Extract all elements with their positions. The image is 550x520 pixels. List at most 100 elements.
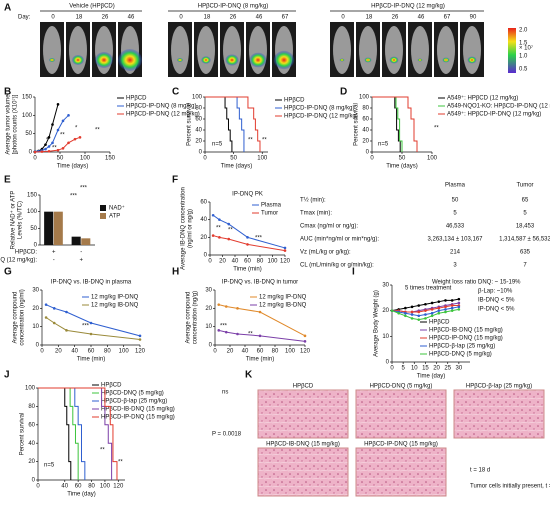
y-tick-label: 20 <box>200 235 207 241</box>
annotation: Weight loss ratio <box>432 280 477 286</box>
point <box>444 308 447 311</box>
series-line <box>205 96 261 152</box>
y-tick-label: 100 <box>359 95 370 101</box>
condition-mark: + <box>79 258 83 264</box>
bar <box>71 236 81 245</box>
bar <box>44 211 54 245</box>
point <box>417 310 421 314</box>
table-cell: 65 <box>522 198 529 204</box>
x-tick-label: 0 <box>370 156 374 162</box>
y-axis-label: Relative NAD⁺ or ATP <box>10 191 17 250</box>
point <box>217 303 221 306</box>
legend-swatch <box>100 213 106 219</box>
annotation: * <box>46 138 49 144</box>
x-tick-label: 100 <box>267 259 278 265</box>
series-line <box>38 387 86 480</box>
bar <box>53 211 63 245</box>
point <box>40 150 44 153</box>
day-label: Day: <box>18 15 31 21</box>
mouse <box>171 26 189 74</box>
point <box>47 149 51 153</box>
y-tick-label: 60 <box>200 200 207 206</box>
y-tick-label: 60 <box>362 117 369 123</box>
point <box>258 334 262 338</box>
annotation: ** <box>100 448 105 454</box>
y-tick-label: 60 <box>28 422 35 428</box>
point <box>138 338 142 341</box>
y-tick-label: 0 <box>29 150 33 156</box>
point <box>457 301 461 305</box>
mouse <box>69 26 87 74</box>
legend-label: Tumor <box>261 211 278 217</box>
legend-label: HPβCD-IP-DNQ (15 mg/kg) <box>429 336 503 342</box>
mouse <box>43 26 61 74</box>
chart-title: IP-DNQ vs. IB-DNQ in plasma <box>51 280 132 286</box>
table-row-label: AUC (min*ng/ml or min*ng/g): <box>300 237 379 243</box>
point <box>224 330 228 334</box>
panel-label: G <box>4 267 12 278</box>
y-tick-label: 40 <box>28 441 35 447</box>
signal <box>177 58 183 62</box>
colorbar-tick: 1.5 <box>519 41 528 47</box>
day: 46 <box>128 15 135 21</box>
histology-image <box>257 389 349 439</box>
point <box>51 123 54 126</box>
legend-label: 12 mg/kg IP-DNQ <box>259 295 307 301</box>
point <box>246 236 249 239</box>
x-tick-label: 40 <box>71 349 78 355</box>
panel-label: B <box>4 87 11 98</box>
legend-label: HPβCD-β-lap (25 mg/kg) <box>101 399 167 405</box>
series-line <box>38 387 72 480</box>
chart-title: IP-DNQ vs. IB-DNQ in tumor <box>222 280 298 286</box>
y-tick-label: 0 <box>204 253 208 259</box>
group-title: Vehicle (HPβCD) <box>69 4 114 10</box>
colorbar-tick: 0.5 <box>519 67 528 73</box>
x-tick-label: 50 <box>399 156 406 162</box>
legend-label: HPβCD-IP-DNQ (8 mg/kg) <box>284 106 354 112</box>
group-title: HPβCD-IP-DNQ (8 mg/kg) <box>198 4 268 10</box>
point <box>44 143 47 146</box>
x-tick-label: 50 <box>230 156 237 162</box>
y-tick-label: 100 <box>22 113 33 119</box>
point <box>227 222 231 226</box>
legend-swatch <box>100 205 106 211</box>
legend-label: ATP <box>109 214 120 220</box>
x-tick-label: 0 <box>40 349 44 355</box>
y-tick-label: 50 <box>25 131 32 137</box>
point <box>218 236 221 239</box>
table-cell: 18,453 <box>516 224 535 230</box>
table-cell: 50 <box>452 198 459 204</box>
point <box>444 299 447 302</box>
x-tick-label: 0 <box>213 349 217 355</box>
point <box>67 141 70 145</box>
condition-mark: - <box>80 250 82 256</box>
day: 90 <box>470 15 477 21</box>
legend-label: A549⁺: HPβCD (12 mg/kg) <box>447 95 518 102</box>
annotation: * <box>75 126 78 132</box>
condition-name: HPβCD: <box>15 250 37 256</box>
point <box>236 307 239 310</box>
point <box>56 148 60 152</box>
y-tick-label: 20 <box>32 306 39 312</box>
point <box>224 305 228 308</box>
image-title: HPβCD-β-lap (25 mg/kg) <box>466 384 532 390</box>
table-cell: 5 <box>523 211 527 217</box>
annotation: ** <box>248 332 253 338</box>
histology-image <box>453 389 545 439</box>
annotation: n=5 <box>212 142 223 148</box>
legend-label: HPβCD-β-lap (25 mg/kg) <box>429 344 495 350</box>
point <box>47 145 51 148</box>
series-line <box>205 96 245 152</box>
y-tick-label: 60 <box>195 117 202 123</box>
x-axis-label: Time (min) <box>77 357 105 363</box>
x-tick-label: 150 <box>105 156 116 162</box>
point <box>404 306 407 310</box>
point <box>437 306 441 310</box>
day: 46 <box>256 15 263 21</box>
x-tick-label: 80 <box>88 484 95 490</box>
signal <box>201 56 211 64</box>
legend-label: HPβCD-IP-DNQ (12 mg/kg) <box>126 112 200 118</box>
x-tick-label: 60 <box>88 349 95 355</box>
table-row-label: Cmax (ng/ml or ng/g): <box>300 224 358 230</box>
